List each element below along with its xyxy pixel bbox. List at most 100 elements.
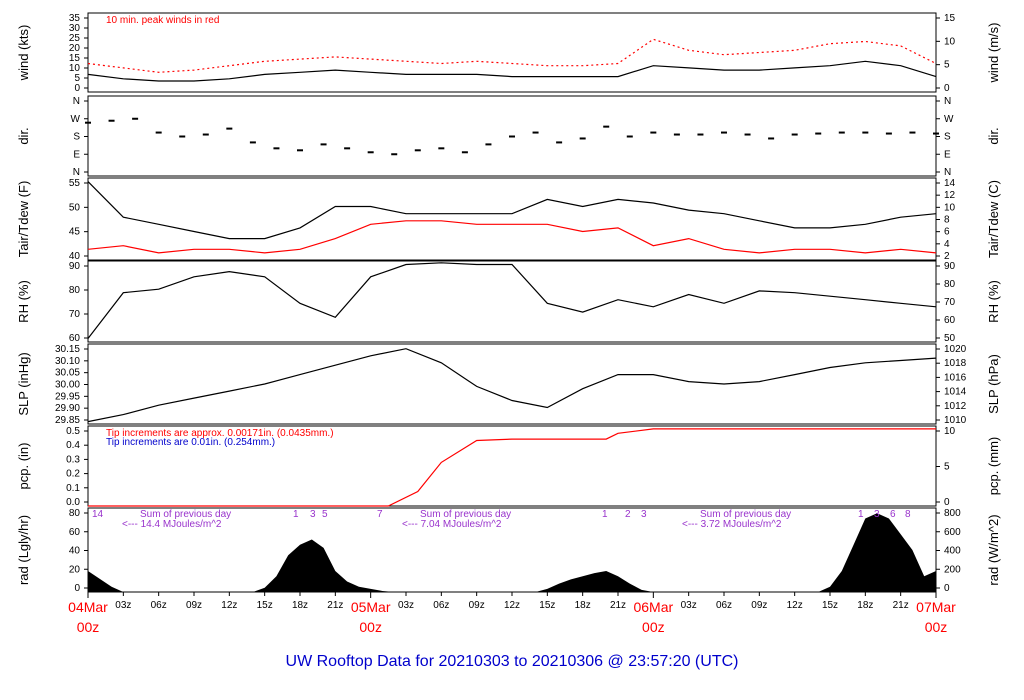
series-line-tair bbox=[87, 181, 937, 240]
direction-point bbox=[320, 143, 327, 146]
direction-point bbox=[509, 135, 515, 138]
panel-frame bbox=[87, 177, 937, 261]
radiation-area bbox=[88, 513, 936, 592]
x-major-hour: 00z bbox=[77, 619, 100, 635]
y-tick-label-right: 0 bbox=[944, 583, 950, 594]
x-tick-label: 09z bbox=[469, 600, 485, 611]
y-tick-label: 60 bbox=[69, 333, 81, 344]
y-tick-label-right: 10 bbox=[944, 36, 956, 47]
series-line-slp bbox=[87, 348, 937, 423]
uv-mark: 2 bbox=[625, 509, 631, 520]
y-tick-label: 50 bbox=[69, 202, 81, 213]
y-tick-label-right: 600 bbox=[944, 527, 961, 538]
y-tick-label: 90 bbox=[69, 261, 81, 272]
y-tick-label: 20 bbox=[69, 564, 81, 575]
y-tick-label-right: 90 bbox=[944, 261, 956, 272]
direction-point bbox=[297, 149, 303, 152]
panel-frame bbox=[87, 343, 937, 425]
direction-point bbox=[697, 133, 704, 136]
direction-point bbox=[132, 117, 139, 120]
series-line-tdew bbox=[87, 220, 937, 254]
direction-point bbox=[532, 131, 539, 134]
y-axis-label: dir. bbox=[16, 127, 31, 144]
y-tick-label-right: 10 bbox=[944, 202, 956, 213]
y-axis-label-right: pcp. (mm) bbox=[986, 437, 1001, 496]
y-tick-label: 40 bbox=[69, 546, 81, 557]
y-tick-label: 0.0 bbox=[66, 497, 80, 508]
y-tick-label-right: N bbox=[944, 96, 951, 107]
page-title: UW Rooftop Data for 20210303 to 20210306… bbox=[286, 653, 739, 670]
uv-mark: 14 bbox=[92, 509, 104, 520]
uv-mark: 1 bbox=[293, 509, 299, 520]
y-tick-label: 30 bbox=[69, 23, 81, 34]
y-tick-label: 20 bbox=[69, 43, 81, 54]
direction-point bbox=[603, 125, 610, 128]
y-tick-label-right: 70 bbox=[944, 297, 956, 308]
y-tick-label-right: 0 bbox=[944, 83, 950, 94]
y-tick-label-right: 0 bbox=[944, 497, 950, 508]
y-tick-label-right: 15 bbox=[944, 13, 956, 24]
y-tick-label-right: 1016 bbox=[944, 372, 967, 383]
y-axis-label-right: wind (m/s) bbox=[986, 23, 1001, 84]
y-tick-label-right: 6 bbox=[944, 227, 950, 238]
panel-wind: wind (kts) wind (m/s)35302520151050151050… bbox=[16, 12, 1001, 94]
direction-point bbox=[673, 133, 680, 136]
precip-annotation-2: Tip increments are 0.01in. (0.254mm.) bbox=[106, 437, 275, 448]
y-tick-label: 0.4 bbox=[66, 440, 80, 451]
uv-mark: 1 bbox=[602, 509, 608, 520]
y-tick-label-right: 1014 bbox=[944, 387, 967, 398]
y-tick-label: S bbox=[73, 132, 80, 143]
x-major-hour: 00z bbox=[642, 619, 665, 635]
y-tick-label-right: 1018 bbox=[944, 358, 967, 369]
x-tick-label: 06z bbox=[716, 600, 732, 611]
uv-mark: 6 bbox=[890, 509, 896, 520]
direction-point bbox=[179, 135, 186, 138]
y-tick-label-right: 4 bbox=[944, 239, 950, 250]
y-tick-label-right: 10 bbox=[944, 426, 956, 437]
x-tick-label: 21z bbox=[610, 600, 626, 611]
y-tick-label: 80 bbox=[69, 285, 81, 296]
panel-frame bbox=[87, 12, 937, 93]
y-tick-label-right: S bbox=[944, 132, 951, 143]
y-tick-label: 29.90 bbox=[55, 403, 80, 414]
x-tick-label: 12z bbox=[221, 600, 237, 611]
x-tick-label: 09z bbox=[186, 600, 202, 611]
direction-point bbox=[226, 127, 233, 130]
x-tick-label: 12z bbox=[787, 600, 803, 611]
uv-mark: 1 bbox=[858, 509, 864, 520]
x-major-hour: 00z bbox=[359, 619, 382, 635]
y-tick-label: 80 bbox=[69, 508, 81, 519]
direction-point bbox=[579, 137, 586, 140]
y-tick-label: 0.3 bbox=[66, 454, 80, 465]
x-tick-label: 15z bbox=[257, 600, 273, 611]
x-tick-label: 12z bbox=[504, 600, 520, 611]
x-tick-label: 21z bbox=[327, 600, 343, 611]
series-line-series-0 bbox=[87, 60, 937, 82]
y-axis-label: SLP (inHg) bbox=[16, 352, 31, 415]
direction-point bbox=[909, 131, 916, 134]
y-tick-label: N bbox=[73, 96, 80, 107]
x-tick-label: 06z bbox=[433, 600, 449, 611]
uv-mark: 3 bbox=[874, 509, 880, 520]
y-tick-label: 0 bbox=[74, 583, 80, 594]
y-tick-label-right: 60 bbox=[944, 315, 956, 326]
y-tick-label: N bbox=[73, 167, 80, 178]
uv-mark: 8 bbox=[905, 509, 911, 520]
y-tick-label: 15 bbox=[69, 53, 81, 64]
precip-annotation-1: Tip increments are approx. 0.00171in. (0… bbox=[106, 428, 334, 439]
direction-point bbox=[249, 141, 256, 144]
y-tick-label-right: 50 bbox=[944, 333, 956, 344]
panel-radiation: rad (Lgly/hr) rad (W/m^2)8060402008006004… bbox=[16, 507, 1001, 594]
panel-pressure: SLP (inHg) SLP (hPa)30.1530.1030.0530.002… bbox=[16, 343, 1001, 426]
y-tick-label: 30.10 bbox=[55, 356, 80, 367]
direction-point bbox=[391, 153, 398, 156]
y-tick-label: 29.95 bbox=[55, 391, 80, 402]
direction-point bbox=[85, 121, 91, 124]
y-tick-label-right: 14 bbox=[944, 178, 956, 189]
y-tick-label: 0.5 bbox=[66, 426, 80, 437]
y-tick-label: E bbox=[73, 149, 80, 160]
uv-mark: 3 bbox=[310, 509, 316, 520]
direction-point bbox=[556, 141, 563, 144]
y-axis-label-right: rad (W/m^2) bbox=[986, 514, 1001, 585]
